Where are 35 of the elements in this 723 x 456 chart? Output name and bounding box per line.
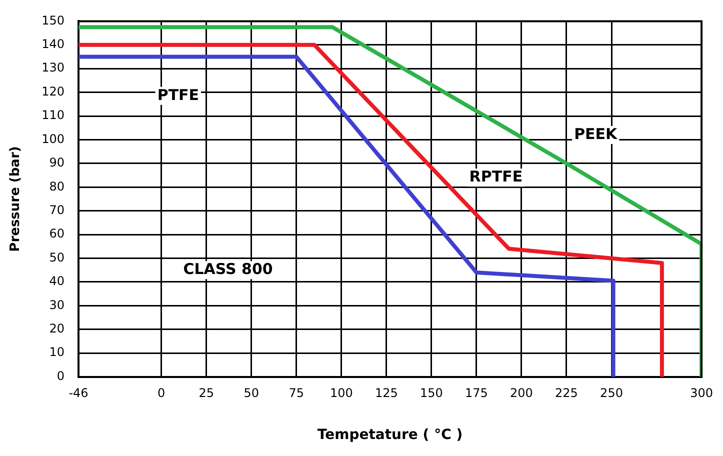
x-tick-label: 125	[374, 386, 398, 400]
y-tick-label: 90	[49, 156, 65, 170]
x-tick-label: 225	[555, 386, 578, 400]
x-axis-title: Tempetature ( °C )	[317, 427, 463, 444]
y-tick-label: 120	[42, 84, 65, 98]
y-tick-label: 110	[42, 108, 65, 122]
series-label: RPTFE	[469, 168, 523, 186]
y-tick-label: 70	[49, 202, 65, 217]
x-tick-label: 50	[244, 386, 260, 400]
x-tick-label: 175	[465, 386, 488, 400]
x-tick-label: 200	[510, 386, 533, 400]
y-tick-label: 30	[49, 298, 65, 312]
x-tick-label: -46	[68, 386, 88, 400]
series-label: PTFE	[157, 86, 200, 104]
y-tick-label: 100	[42, 132, 65, 146]
y-tick-label: 140	[42, 37, 65, 52]
x-tick-label: 300	[690, 386, 713, 400]
x-tick-label: 150	[420, 386, 443, 400]
y-tick-label: 150	[42, 13, 65, 28]
y-tick-label: 10	[49, 345, 65, 360]
y-tick-label: 0	[56, 368, 65, 383]
y-tick-label: 20	[49, 322, 65, 336]
annotation: CLASS 800	[183, 260, 273, 278]
y-tick-label: 130	[42, 60, 65, 75]
y-tick-label: 80	[49, 179, 65, 194]
x-tick-label: 25	[198, 386, 214, 400]
x-tick-label: 250	[600, 386, 623, 400]
x-tick-label: 75	[288, 386, 304, 400]
y-tick-label: 50	[49, 250, 65, 264]
y-tick-label: 60	[49, 226, 65, 241]
y-tick-label: 40	[49, 274, 65, 288]
y-axis-title: Pressure (bar)	[8, 146, 24, 252]
x-tick-label: 0	[158, 386, 166, 400]
series-label: PEEK	[574, 124, 619, 143]
x-tick-label: 100	[330, 386, 353, 400]
